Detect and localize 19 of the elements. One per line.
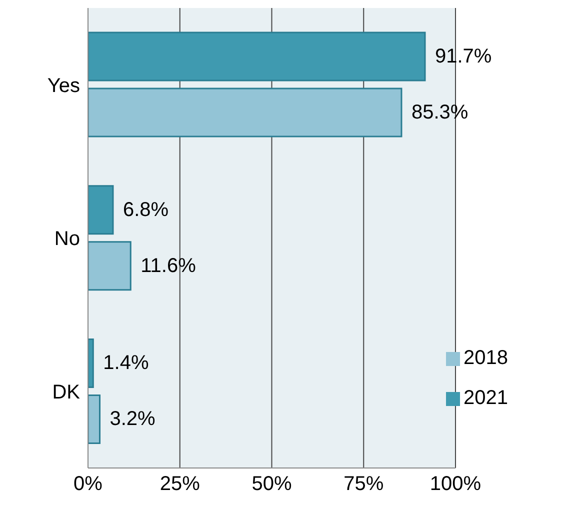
x-tick-label: 75% — [344, 473, 384, 496]
x-tick-label: 0% — [74, 473, 103, 496]
legend-label: 2021 — [464, 387, 508, 409]
data-label: 6.8% — [122, 198, 169, 221]
y-tick-label: DK — [52, 381, 81, 404]
bar — [88, 338, 94, 388]
bar — [88, 32, 426, 82]
data-label: 3.2% — [110, 408, 156, 430]
bar — [88, 88, 402, 138]
x-tick-label: 50% — [252, 473, 292, 496]
bar — [88, 241, 132, 291]
x-tick-label: 25% — [160, 473, 200, 496]
data-label: 1.4% — [103, 352, 149, 374]
bar — [88, 394, 101, 444]
x-tick-label: 100% — [430, 473, 482, 496]
y-tick-label: Yes — [47, 74, 80, 97]
legend-label: 2018 — [464, 347, 508, 369]
y-tick-label: No — [54, 228, 80, 250]
bar — [88, 185, 114, 235]
